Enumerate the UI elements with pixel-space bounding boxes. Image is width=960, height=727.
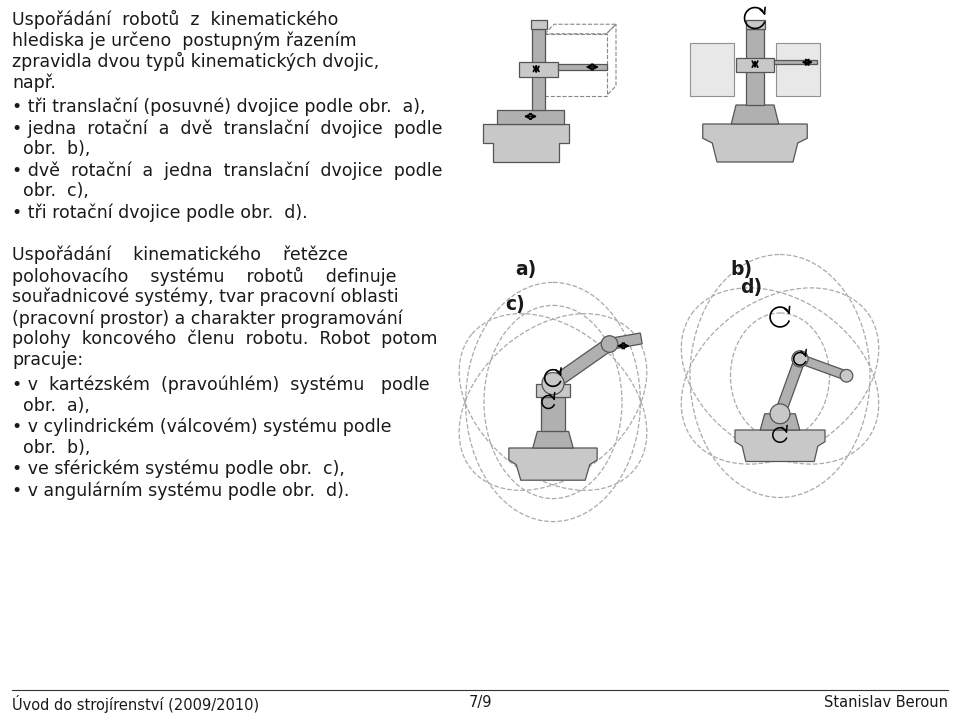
Text: Úvod do strojírenství (2009/2010): Úvod do strojírenství (2009/2010) bbox=[12, 695, 259, 713]
Text: • v angulárním systému podle obr.  d).: • v angulárním systému podle obr. d). bbox=[12, 481, 349, 499]
Polygon shape bbox=[609, 333, 642, 350]
Polygon shape bbox=[760, 414, 800, 430]
Text: • tři translační (posuvné) dvojice podle obr.  a),: • tři translační (posuvné) dvojice podle… bbox=[12, 98, 425, 116]
Text: např.: např. bbox=[12, 73, 56, 92]
Text: b): b) bbox=[730, 260, 752, 279]
Polygon shape bbox=[519, 63, 558, 76]
Circle shape bbox=[601, 336, 618, 353]
Text: • jedna  rotační  a  dvě  translační  dvojice  podle: • jedna rotační a dvě translační dvojice… bbox=[12, 119, 443, 137]
Text: Uspořádání    kinematického    řetězce: Uspořádání kinematického řetězce bbox=[12, 246, 348, 265]
Polygon shape bbox=[690, 43, 734, 95]
Polygon shape bbox=[483, 124, 568, 162]
Circle shape bbox=[840, 369, 852, 382]
Text: 7/9: 7/9 bbox=[468, 695, 492, 710]
Polygon shape bbox=[776, 43, 820, 95]
Polygon shape bbox=[531, 20, 546, 29]
Polygon shape bbox=[799, 355, 848, 380]
Polygon shape bbox=[747, 29, 763, 105]
Text: a): a) bbox=[515, 260, 537, 279]
Polygon shape bbox=[775, 357, 805, 416]
Text: zpravidla dvou typů kinematických dvojic,: zpravidla dvou typů kinematických dvojic… bbox=[12, 52, 379, 71]
Polygon shape bbox=[732, 105, 779, 124]
Text: Stanislav Beroun: Stanislav Beroun bbox=[824, 695, 948, 710]
Polygon shape bbox=[736, 57, 774, 72]
Text: • dvě  rotační  a  jedna  translační  dvojice  podle: • dvě rotační a jedna translační dvojice… bbox=[12, 161, 443, 180]
Text: • v  kartézském  (pravoúhlém)  systému   podle: • v kartézském (pravoúhlém) systému podl… bbox=[12, 376, 430, 395]
Polygon shape bbox=[746, 20, 764, 29]
Polygon shape bbox=[533, 29, 544, 110]
Polygon shape bbox=[735, 430, 825, 462]
Text: obr.  c),: obr. c), bbox=[12, 182, 89, 200]
Circle shape bbox=[542, 372, 564, 395]
Text: • tři rotační dvojice podle obr.  d).: • tři rotační dvojice podle obr. d). bbox=[12, 203, 307, 222]
Text: hlediska je určeno  postupným řazením: hlediska je určeno postupným řazením bbox=[12, 31, 356, 49]
Circle shape bbox=[792, 350, 808, 367]
Text: • ve sférickém systému podle obr.  c),: • ve sférickém systému podle obr. c), bbox=[12, 460, 345, 478]
Text: souřadnicové systémy, tvar pracovní oblasti: souřadnicové systémy, tvar pracovní obla… bbox=[12, 288, 398, 307]
Polygon shape bbox=[533, 431, 573, 448]
Text: • v cylindrickém (válcovém) systému podle: • v cylindrickém (válcovém) systému podl… bbox=[12, 418, 392, 436]
Polygon shape bbox=[558, 64, 607, 70]
Polygon shape bbox=[774, 60, 817, 64]
Polygon shape bbox=[541, 398, 564, 431]
Polygon shape bbox=[497, 110, 564, 124]
Text: polohovacího    systému    robotů    definuje: polohovacího systému robotů definuje bbox=[12, 267, 396, 286]
Circle shape bbox=[770, 404, 790, 424]
Text: obr.  b),: obr. b), bbox=[12, 140, 90, 158]
Text: obr.  a),: obr. a), bbox=[12, 397, 90, 415]
Polygon shape bbox=[509, 448, 597, 481]
Text: pracuje:: pracuje: bbox=[12, 351, 84, 369]
Text: obr.  b),: obr. b), bbox=[12, 439, 90, 457]
Text: d): d) bbox=[740, 278, 762, 297]
Text: Uspořádání  robotů  z  kinematického: Uspořádání robotů z kinematického bbox=[12, 10, 338, 29]
Text: polohy  koncového  členu  robotu.  Robot  potom: polohy koncového členu robotu. Robot pot… bbox=[12, 330, 438, 348]
Text: c): c) bbox=[505, 295, 525, 314]
Polygon shape bbox=[549, 339, 613, 389]
Text: (pracovní prostor) a charakter programování: (pracovní prostor) a charakter programov… bbox=[12, 309, 402, 327]
Polygon shape bbox=[703, 124, 807, 162]
Polygon shape bbox=[537, 384, 569, 398]
